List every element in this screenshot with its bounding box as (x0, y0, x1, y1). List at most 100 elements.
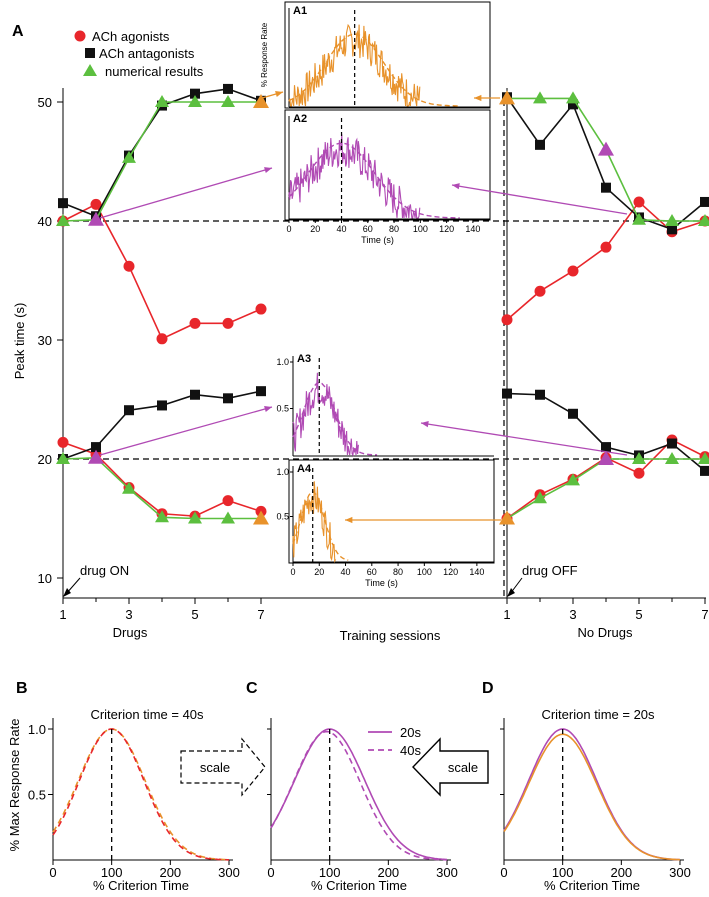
scale-arrow-left-icon (412, 737, 489, 797)
data-point-numerical (632, 212, 646, 225)
x-tick-label: 0 (49, 865, 56, 880)
inset-x-tick-label: 0 (286, 224, 291, 234)
data-point-agonists (123, 260, 135, 272)
inset-frame (288, 459, 495, 564)
x-tick-label: 1 (59, 607, 66, 622)
data-point-numerical (698, 214, 709, 226)
drug-on-arrowhead (63, 588, 71, 597)
x-tick-label: 200 (610, 865, 632, 880)
inset-a4: 0.5 1.0 0 20 40 60 80 100 120 140 Time (s) A4 (276, 459, 495, 588)
legend-numerical-label: numerical results (105, 64, 204, 79)
data-point-antagonists (667, 224, 677, 235)
panel-label-b: B (16, 680, 28, 697)
data-point-numerical (88, 449, 104, 464)
data-point-antagonists (601, 442, 611, 453)
inset-x-tick-label: 40 (337, 224, 347, 234)
data-point-antagonists (124, 405, 134, 416)
data-point-antagonists (58, 198, 68, 209)
y-tick-label: 40 (38, 214, 52, 229)
y-axis-label: % Max Response Rate (7, 719, 22, 852)
panel-subtitle: Criterion time = 40s (90, 707, 204, 722)
inset-fit-curve (292, 381, 378, 456)
data-point-agonists (501, 314, 513, 326)
series-line-antagonists (506, 96, 706, 231)
data-point-numerical (698, 452, 709, 464)
inset-y-tick-label: 1.0 (276, 467, 289, 477)
y-tick-label: 50 (38, 95, 52, 110)
inset-x-label: Time (s) (361, 235, 394, 245)
inset-fit-curve (288, 142, 460, 219)
data-point-numerical (598, 451, 614, 465)
y-tick-label: 30 (38, 333, 52, 348)
inset-y-tick-label: 0.5 (276, 512, 289, 522)
inset-x-tick-label: 20 (314, 567, 324, 577)
no-drugs-label: No Drugs (578, 625, 633, 640)
inset-response-trace (288, 134, 421, 219)
inset-frame (284, 1, 491, 109)
data-point-numerical (665, 214, 679, 226)
series-line-numerical (506, 458, 705, 520)
x-tick-label: 7 (701, 607, 708, 622)
panel-c-chart: C 0 100 200 300 % Criterion Time 20s 40s scale (180, 680, 458, 893)
data-point-numerical (253, 510, 269, 525)
panel-subtitle: Criterion time = 20s (541, 707, 655, 722)
x-tick-label: 5 (191, 607, 198, 622)
drug-off-arrowhead (507, 588, 515, 597)
arrow-a2-drug (99, 167, 273, 219)
data-point-numerical (221, 511, 235, 524)
data-point-numerical (155, 95, 169, 107)
inset-x-tick-label: 20 (310, 224, 320, 234)
scale-arrow-right-icon (180, 737, 266, 797)
x-tick-label: 1 (503, 607, 510, 622)
curve-ach-agonists (503, 733, 681, 861)
x-tick-label: 100 (101, 865, 123, 880)
legend-antagonist-label: ACh antagonists (99, 46, 195, 61)
data-point-agonists (57, 436, 69, 448)
y-tick-label: 0.5 (28, 788, 46, 803)
data-point-agonists (189, 317, 201, 329)
x-axis-label: % Criterion Time (544, 878, 640, 893)
data-point-antagonists (700, 196, 709, 207)
x-axis-label: % Criterion Time (93, 878, 189, 893)
data-point-antagonists (667, 438, 677, 449)
curve-ach-antagonists (52, 728, 229, 861)
series-line-numerical (507, 97, 705, 222)
curve-ach-agonists (52, 728, 229, 861)
y-axis-label: Peak time (s) (12, 303, 27, 380)
data-point-antagonists (601, 182, 611, 193)
panel-b-chart: B 0.5 1.0 % Max Response Rate 0 100 200 300 % Cr… (7, 680, 240, 893)
inset-fit-curve (288, 33, 460, 107)
data-point-numerical (499, 90, 515, 105)
x-tick-label: 200 (377, 865, 399, 880)
inset-fit-curve (292, 491, 349, 561)
arrow-a4-head (345, 516, 353, 524)
data-point-antagonists (223, 83, 233, 94)
x-tick-label: 3 (569, 607, 576, 622)
data-point-agonists (156, 333, 168, 345)
data-point-numerical (122, 150, 136, 163)
inset-y-tick-label: 1.0 (276, 357, 289, 367)
data-point-antagonists (91, 442, 101, 453)
y-tick-label: 1.0 (28, 722, 46, 737)
scale-arrow-right-label: scale (200, 760, 230, 775)
arrow-a1-head (275, 91, 283, 98)
curve-20s (270, 728, 448, 861)
inset-a2: 0 20 40 60 80 100 120 140 Time (s) A2 (284, 109, 491, 245)
panel-d-chart: D 0 100 200 300 % Criterion Time Criterion tim… (412, 680, 691, 893)
data-point-numerical (56, 452, 70, 464)
data-point-antagonists (535, 389, 545, 400)
data-point-numerical (221, 95, 235, 107)
inset-x-tick-label: 100 (417, 567, 432, 577)
arrow-a3-drug (99, 406, 273, 456)
legend-agonist-label: ACh agonists (92, 29, 170, 44)
data-point-antagonists (190, 88, 200, 99)
arrow-a2-drug-head (264, 167, 272, 174)
data-point-numerical (253, 94, 269, 108)
inset-x-tick-label: 120 (443, 567, 458, 577)
inset-x-tick-label: 140 (465, 224, 480, 234)
data-point-agonists (567, 265, 579, 277)
data-point-agonists (633, 196, 645, 208)
data-point-antagonists (535, 139, 545, 150)
data-point-numerical (88, 211, 104, 226)
